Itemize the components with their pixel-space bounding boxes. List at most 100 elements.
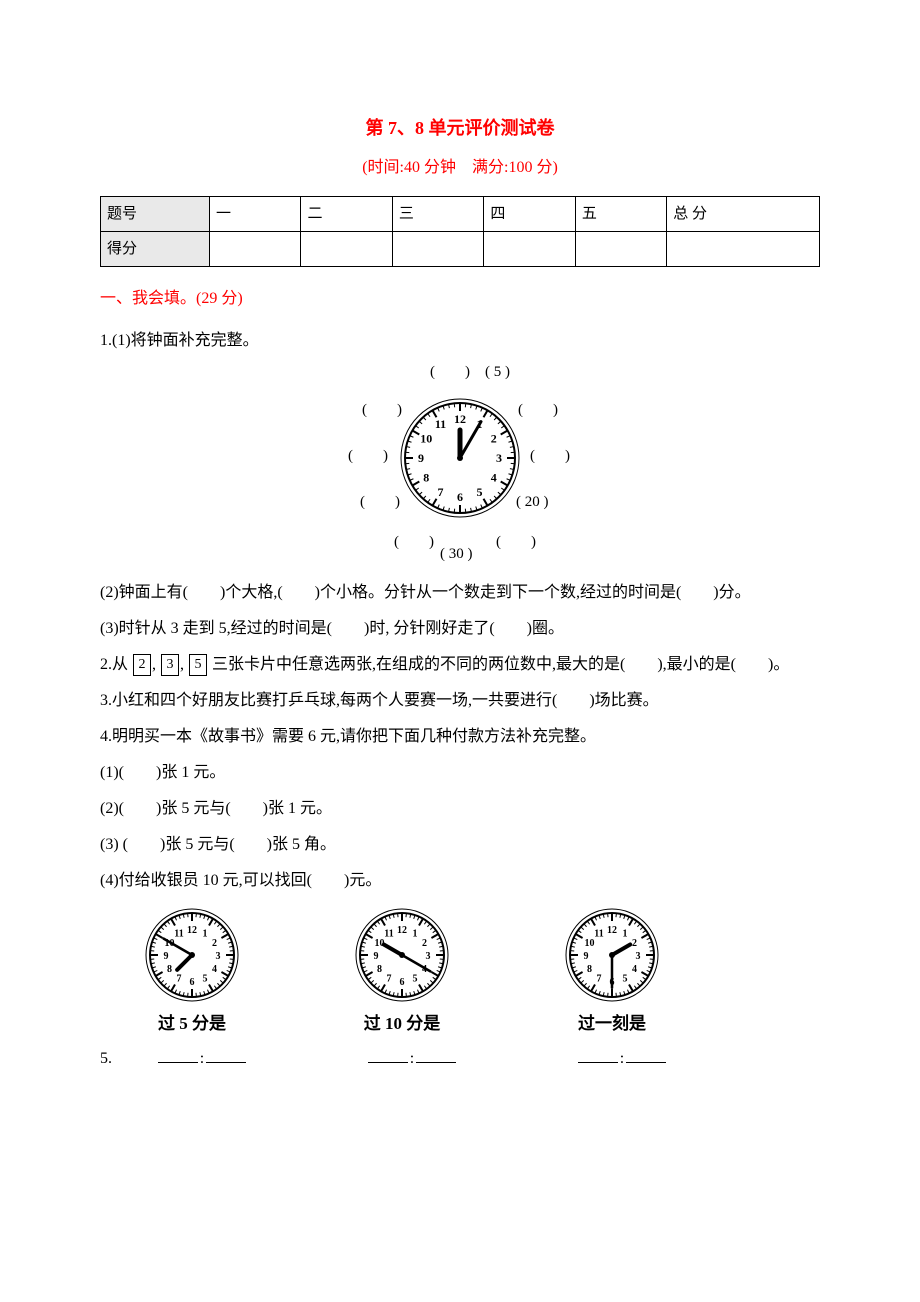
col-header: 五 xyxy=(575,197,666,232)
svg-text:3: 3 xyxy=(216,951,221,962)
svg-text:6: 6 xyxy=(190,977,195,988)
clock-label-top: ( ) xyxy=(430,357,470,387)
svg-text:3: 3 xyxy=(496,451,502,465)
col-header: 二 xyxy=(301,197,392,232)
q1-2: (2)钟面上有( )个大格,( )个小格。分针从一个数走到下一个数,经过的时间是… xyxy=(100,577,820,609)
svg-text:8: 8 xyxy=(587,964,592,975)
col-header: 一 xyxy=(210,197,301,232)
col-header: 三 xyxy=(392,197,483,232)
svg-text:7: 7 xyxy=(597,974,602,985)
q4-1: (1)( )张 1 元。 xyxy=(100,757,820,789)
svg-text:5: 5 xyxy=(477,485,483,499)
score-cell xyxy=(301,232,392,267)
q2-rest: 三张卡片中任意选两张,在组成的不同的两位数中,最大的是( ),最小的是( )。 xyxy=(212,656,789,673)
clock-label-left-lower: ( ) xyxy=(360,487,400,517)
q4-intro: 4.明明买一本《故事书》需要 6 元,请你把下面几种付款方法补充完整。 xyxy=(100,721,820,753)
score-table: 题号 一 二 三 四 五 总 分 得分 xyxy=(100,196,820,267)
q1-3: (3)时针从 3 走到 5,经过的时间是( )时, 分针刚好走了( )圈。 xyxy=(100,613,820,645)
row-label: 题号 xyxy=(101,197,210,232)
q1-1-intro: 1.(1)将钟面补充完整。 xyxy=(100,325,820,357)
score-cell xyxy=(667,232,820,267)
small-clock-3: 121234567891011 过一刻是 xyxy=(542,905,682,1041)
clock-caption: 过 10 分是 xyxy=(332,1007,472,1041)
clock-label-left-mid: ( ) xyxy=(348,441,388,471)
col-header: 四 xyxy=(484,197,575,232)
card-digit: 2 xyxy=(133,654,151,676)
q5-label: 5. xyxy=(100,1043,122,1075)
clock-caption: 过 5 分是 xyxy=(122,1007,262,1041)
svg-text:6: 6 xyxy=(457,490,463,504)
svg-text:9: 9 xyxy=(584,951,589,962)
svg-text:11: 11 xyxy=(435,417,446,431)
svg-text:12: 12 xyxy=(607,925,617,936)
svg-text:8: 8 xyxy=(167,964,172,975)
time-colon: : xyxy=(410,1050,414,1067)
time-blank-h xyxy=(578,1046,618,1063)
card-digit: 3 xyxy=(161,654,179,676)
svg-text:12: 12 xyxy=(187,925,197,936)
clock-label-bottom-right: ( ) xyxy=(496,527,536,557)
clock-small-svg: 121234567891011 xyxy=(352,905,452,1005)
q3: 3.小红和四个好朋友比赛打乒乓球,每两个人要赛一场,一共要进行( )场比赛。 xyxy=(100,685,820,717)
score-cell xyxy=(484,232,575,267)
clock-label-5: ( 5 ) xyxy=(485,357,510,387)
score-cell xyxy=(210,232,301,267)
svg-text:2: 2 xyxy=(212,938,217,949)
clock-small-svg: 121234567891011 xyxy=(142,905,242,1005)
q4-3: (3) ( )张 5 元与( )张 5 角。 xyxy=(100,829,820,861)
clockface-diagram: ( ) ( 5 ) ( ) ( ) ( ) ( ) ( ) ( 20 ) ( )… xyxy=(100,363,820,563)
test-subtitle: (时间:40 分钟 满分:100 分) xyxy=(100,152,820,184)
svg-text:1: 1 xyxy=(203,928,208,939)
time-blank-h xyxy=(158,1046,198,1063)
time-blank-m xyxy=(626,1046,666,1063)
svg-text:2: 2 xyxy=(422,938,427,949)
clock-small-svg: 121234567891011 xyxy=(562,905,662,1005)
svg-text:1: 1 xyxy=(623,928,628,939)
svg-text:10: 10 xyxy=(420,432,432,446)
time-blank-m xyxy=(206,1046,246,1063)
small-clock-1: 121234567891011 过 5 分是 xyxy=(122,905,262,1041)
svg-text:6: 6 xyxy=(400,977,405,988)
clock-caption: 过一刻是 xyxy=(542,1007,682,1041)
time-colon: : xyxy=(200,1050,204,1067)
svg-text:12: 12 xyxy=(397,925,407,936)
q5-row: 5. : : : xyxy=(100,1043,820,1075)
svg-text:12: 12 xyxy=(454,412,466,426)
clock-label-bottom-left: ( ) xyxy=(394,527,434,557)
svg-text:5: 5 xyxy=(623,974,628,985)
row-label: 得分 xyxy=(101,232,210,267)
svg-text:5: 5 xyxy=(413,974,418,985)
clock-label-right-mid: ( ) xyxy=(530,441,570,471)
svg-text:4: 4 xyxy=(632,964,637,975)
q4-2: (2)( )张 5 元与( )张 1 元。 xyxy=(100,793,820,825)
col-header: 总 分 xyxy=(667,197,820,232)
svg-text:7: 7 xyxy=(387,974,392,985)
time-blank-m xyxy=(416,1046,456,1063)
svg-text:11: 11 xyxy=(594,928,603,939)
svg-text:4: 4 xyxy=(212,964,217,975)
clock-label-30: ( 30 ) xyxy=(440,539,473,569)
svg-text:11: 11 xyxy=(384,928,393,939)
svg-text:8: 8 xyxy=(423,471,429,485)
svg-text:7: 7 xyxy=(438,485,444,499)
svg-text:2: 2 xyxy=(491,432,497,446)
time-colon: : xyxy=(620,1050,624,1067)
svg-text:10: 10 xyxy=(584,938,594,949)
score-cell xyxy=(575,232,666,267)
q2-prefix: 2.从 xyxy=(100,656,128,673)
svg-text:3: 3 xyxy=(636,951,641,962)
svg-text:7: 7 xyxy=(177,974,182,985)
svg-text:3: 3 xyxy=(426,951,431,962)
test-title: 第 7、8 单元评价测试卷 xyxy=(100,110,820,146)
time-blank-h xyxy=(368,1046,408,1063)
card-digit: 5 xyxy=(189,654,207,676)
section-1-heading: 一、我会填。(29 分) xyxy=(100,283,820,315)
q4-4: (4)付给收银员 10 元,可以找回( )元。 xyxy=(100,865,820,897)
clock-face-svg: 121234567891011 xyxy=(395,393,525,523)
svg-text:2: 2 xyxy=(632,938,637,949)
svg-text:8: 8 xyxy=(377,964,382,975)
svg-text:1: 1 xyxy=(413,928,418,939)
svg-text:9: 9 xyxy=(374,951,379,962)
svg-text:4: 4 xyxy=(491,471,497,485)
small-clocks-row: 121234567891011 过 5 分是 121234567891011 过… xyxy=(122,905,820,1041)
